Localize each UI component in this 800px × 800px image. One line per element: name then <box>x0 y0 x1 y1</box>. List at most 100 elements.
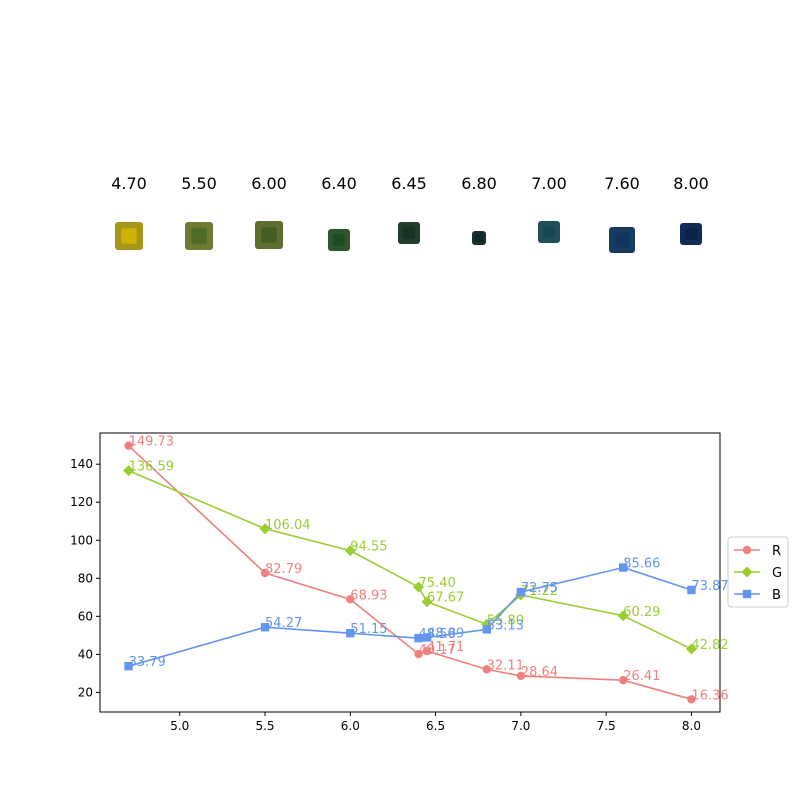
data-label: 75.40 <box>419 576 456 591</box>
x-tick-label: 6.5 <box>426 719 445 733</box>
data-point <box>123 465 135 477</box>
data-point <box>421 596 433 608</box>
legend-label: B <box>772 588 781 603</box>
data-point <box>687 695 696 704</box>
data-point <box>619 563 628 572</box>
sample-swatch-core <box>402 226 416 240</box>
data-label: 41.71 <box>427 640 464 655</box>
sample-label: 8.00 <box>673 174 709 193</box>
data-point <box>482 625 491 634</box>
y-tick-label: 20 <box>78 685 93 699</box>
data-point <box>422 646 432 656</box>
data-label: 71.22 <box>521 584 558 599</box>
sample-swatch-core <box>332 233 346 247</box>
data-point <box>124 441 133 450</box>
legend: RGB <box>727 536 789 608</box>
data-point <box>414 649 423 659</box>
data-label: 51.15 <box>350 622 387 637</box>
sample-label: 6.40 <box>321 174 357 193</box>
x-tick-label: 5.5 <box>255 719 274 733</box>
data-point <box>516 671 526 681</box>
legend-label: R <box>772 544 781 559</box>
axes-frame <box>99 432 721 713</box>
data-label: 53.13 <box>487 618 524 633</box>
data-label: 28.64 <box>521 665 558 680</box>
data-label: 94.55 <box>350 540 387 555</box>
x-tick-label: 6.0 <box>341 719 360 733</box>
data-point <box>482 665 491 674</box>
data-point <box>124 661 133 671</box>
sample-strip: 4.70 5.50 6.00 6.40 6.45 6.80 7.00 7.60 8.00 <box>111 174 709 253</box>
legend-label: G <box>772 566 782 581</box>
sample-label: 6.80 <box>461 174 497 193</box>
data-label: 106.04 <box>265 518 311 533</box>
data-point <box>344 545 356 557</box>
data-point <box>516 587 526 597</box>
data-point <box>617 610 629 622</box>
legend-entry: B <box>734 588 781 603</box>
data-label: 48.89 <box>427 626 464 641</box>
data-point <box>346 595 355 604</box>
y-tick-label: 100 <box>70 533 93 547</box>
sample-label: 6.00 <box>251 174 287 193</box>
sample-swatch-core <box>684 227 698 241</box>
data-label: 149.73 <box>129 435 175 450</box>
data-label: 67.67 <box>427 591 464 606</box>
sample-label: 7.60 <box>604 174 640 193</box>
sample-swatch-core <box>542 225 556 239</box>
data-point <box>260 568 270 578</box>
sample-swatch-core <box>261 227 277 243</box>
plot-area: 5.0 5.5 6.0 6.5 7.0 7.5 8.0 20 40 60 80 100 120 140 14… <box>70 432 729 733</box>
data-label: 33.79 <box>129 655 166 670</box>
sample-swatch-core <box>191 228 207 244</box>
data-label: 26.41 <box>623 669 660 684</box>
y-tick-label: 40 <box>78 647 93 661</box>
sample-label: 6.45 <box>391 174 427 193</box>
data-label: 73.87 <box>691 579 728 594</box>
sample-swatch-core <box>614 232 630 248</box>
data-point <box>422 633 432 642</box>
series-line <box>128 445 692 701</box>
x-tick-label: 8.0 <box>682 719 701 733</box>
data-label: 60.29 <box>623 605 660 620</box>
x-tick-label: 7.5 <box>597 719 616 733</box>
sample-label: 4.70 <box>111 174 147 193</box>
data-label: 136.59 <box>129 460 175 475</box>
data-point <box>481 618 493 630</box>
rgb-line-chart: 5.0 5.5 6.0 6.5 7.0 7.5 8.0 20 40 60 80 100 120 140 14… <box>70 432 789 733</box>
x-tick-label: 5.0 <box>170 719 189 733</box>
y-tick-label: 140 <box>70 457 93 471</box>
data-label: 16.36 <box>691 688 728 703</box>
data-label: 68.93 <box>350 588 387 603</box>
data-label: 85.66 <box>623 557 660 572</box>
data-point <box>259 523 271 535</box>
data-point <box>685 643 697 655</box>
data-label: 55.80 <box>487 613 524 628</box>
data-point <box>346 628 355 638</box>
data-label: 82.79 <box>265 562 302 577</box>
legend-entry: R <box>734 544 781 559</box>
x-tick-label: 7.0 <box>511 719 530 733</box>
data-point <box>619 676 628 685</box>
data-point <box>414 633 423 643</box>
data-point <box>742 545 752 555</box>
y-tick-label: 60 <box>78 609 93 623</box>
data-point <box>741 566 753 578</box>
data-label: 42.82 <box>691 638 728 653</box>
data-point <box>260 623 270 632</box>
data-label: 54.27 <box>265 616 302 631</box>
series-line <box>128 469 692 650</box>
sample-label: 7.00 <box>531 174 567 193</box>
sample-swatch-core <box>475 234 483 242</box>
legend-entry: G <box>734 566 782 581</box>
data-point <box>413 581 425 593</box>
data-point <box>742 589 752 599</box>
data-point <box>687 585 696 595</box>
sample-swatch-core <box>121 228 137 244</box>
y-tick-label: 120 <box>70 495 93 509</box>
data-label: 72.75 <box>521 581 558 596</box>
data-label: 32.11 <box>487 658 524 673</box>
